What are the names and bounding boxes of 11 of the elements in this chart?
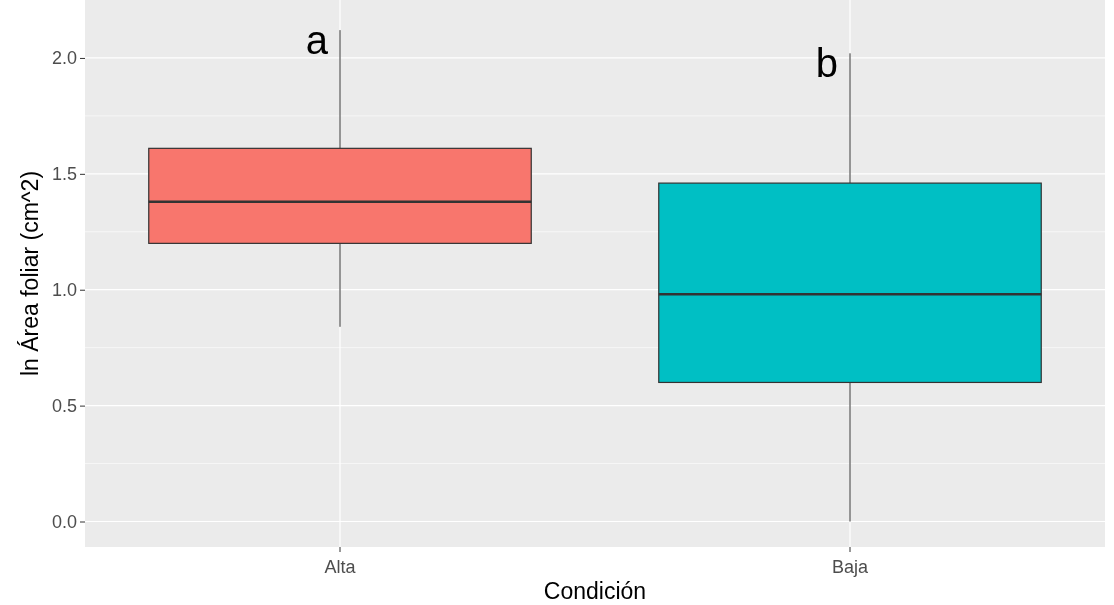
y-tick-label: 1.5 (51, 164, 77, 185)
x-tick-label: Alta (324, 557, 357, 577)
y-tick-label: 2.0 (51, 48, 77, 69)
y-tick-label: 0.5 (51, 395, 77, 416)
y-tick-label: 1.0 (51, 279, 77, 300)
annotation: b (815, 41, 838, 86)
y-axis-title: ln Área foliar (cm^2) (17, 170, 43, 377)
y-tick-label: 0.0 (51, 511, 77, 532)
x-tick-label: Baja (831, 557, 869, 577)
x-axis-title: Condición (543, 578, 647, 604)
annotation: a (305, 18, 329, 63)
